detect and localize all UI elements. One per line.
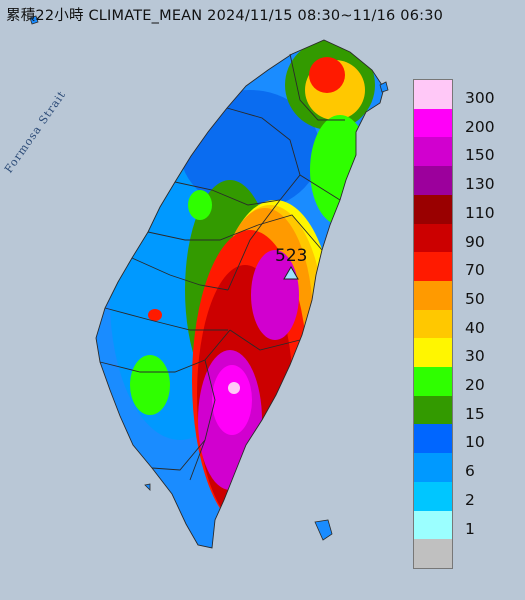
legend-swatch xyxy=(414,510,452,540)
legend-label: 110 xyxy=(465,203,495,222)
legend-swatch xyxy=(414,194,452,225)
legend-swatch xyxy=(414,252,452,282)
county-boundaries xyxy=(95,39,385,549)
offshore-islands xyxy=(29,15,389,541)
legend-swatch xyxy=(414,395,452,425)
legend-swatch xyxy=(414,424,452,454)
legend-label: 1 xyxy=(465,519,475,538)
peak-value-label: 523 xyxy=(275,246,308,266)
legend-label: 40 xyxy=(465,318,485,337)
legend-label: 70 xyxy=(465,261,485,280)
legend-label: 130 xyxy=(465,175,495,194)
legend-swatch xyxy=(414,453,452,483)
legend-label: 6 xyxy=(465,462,475,481)
legend-swatch xyxy=(414,80,452,110)
legend-label: 50 xyxy=(465,289,485,308)
legend-swatch xyxy=(414,166,452,196)
legend-swatch xyxy=(414,539,452,569)
legend-label: 200 xyxy=(465,117,495,136)
triangle-marker xyxy=(283,266,299,280)
legend-swatch xyxy=(414,280,452,311)
legend-swatch xyxy=(414,223,452,253)
legend-label: 15 xyxy=(465,404,485,423)
legend-label: 90 xyxy=(465,232,485,251)
legend-label: 20 xyxy=(465,376,485,395)
legend-label: 2 xyxy=(465,490,475,509)
legend-label: 150 xyxy=(465,146,495,165)
color-legend xyxy=(413,79,453,569)
legend-swatch xyxy=(414,309,452,339)
legend-swatch xyxy=(414,367,452,397)
map-title: 累積22小時 CLIMATE_MEAN 2024/11/15 08:30~11/… xyxy=(6,8,444,24)
legend-label: 10 xyxy=(465,433,485,452)
legend-swatch xyxy=(414,338,452,368)
legend-swatch xyxy=(414,108,452,138)
legend-swatch xyxy=(414,137,452,167)
legend-label: 30 xyxy=(465,347,485,366)
legend-label: 300 xyxy=(465,89,495,107)
legend-swatch xyxy=(414,481,452,512)
